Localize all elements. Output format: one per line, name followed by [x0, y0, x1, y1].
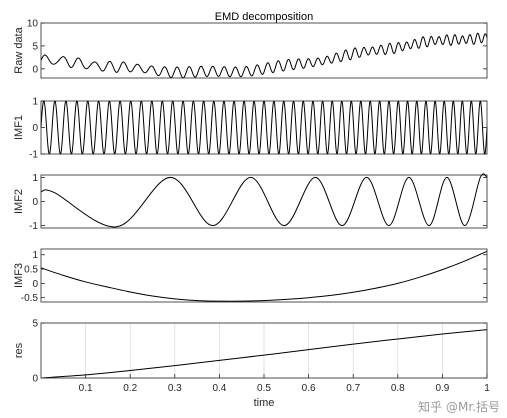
imf1-ytick-label: 0: [32, 123, 38, 134]
figure-title: EMD decomposition: [215, 11, 313, 23]
subplot-imf1: -1 0 1 IMF1: [13, 97, 488, 161]
res-xlabel: time: [254, 397, 275, 409]
raw-ytick-label: 5: [32, 41, 38, 52]
imf1-ytick-label: -1: [29, 150, 38, 161]
res-xtick-label: 0.2: [123, 383, 137, 394]
imf3-ytick-label: -0.5: [21, 293, 39, 304]
res-ytick-label: 0: [32, 374, 38, 385]
res-ytick-label: 5: [32, 319, 38, 330]
raw-axes-box: [40, 22, 488, 79]
res-xtick-label: 0.8: [391, 383, 405, 394]
res-xtick-label: 0.3: [168, 383, 182, 394]
imf3-ylabel: IMF3: [13, 263, 25, 288]
res-series-line: [40, 329, 488, 379]
imf2-ylabel: IMF2: [13, 189, 25, 214]
raw-ylabel: Raw data: [13, 26, 25, 73]
imf1-ylabel: IMF1: [13, 115, 25, 140]
imf3-ytick-label: 0: [32, 279, 38, 290]
imf2-ytick-label: 0: [32, 197, 38, 208]
imf3-series-line: [40, 250, 488, 302]
imf2-series-line: [40, 173, 488, 228]
res-xtick-label: 0.9: [435, 383, 449, 394]
imf3-ytick-label: 0.5: [24, 265, 38, 276]
imf2-ytick-label: -1: [29, 221, 38, 232]
raw-series-line: [40, 32, 488, 79]
imf2-ytick-label: 1: [32, 173, 38, 184]
subplot-imf3: -0.5 0 0.5 1 IMF3: [13, 248, 488, 304]
subplot-imf2: -1 0 1 IMF2: [13, 173, 488, 232]
watermark: 知乎 @Mr.括号: [418, 399, 500, 414]
res-xtick-label: 0.6: [302, 383, 316, 394]
res-xtick-label: 0.4: [212, 383, 226, 394]
res-xtick-label: 0.7: [346, 383, 360, 394]
res-xtick-label: 1: [484, 383, 490, 394]
imf3-axes-box: [40, 248, 488, 303]
raw-ytick-label: 0: [32, 64, 38, 75]
imf3-ytick-label: 1: [32, 250, 38, 261]
raw-ytick-label: 10: [27, 19, 39, 30]
res-xtick-label: 0.5: [257, 383, 271, 394]
res-xtick-label: 0.1: [79, 383, 93, 394]
imf1-ytick-label: 1: [32, 97, 38, 108]
res-ylabel: res: [13, 342, 25, 358]
subplot-res: 0 5 0.1 0.2 0.3 0.4 0.5 0.6 0.7 0.8 0.9 1 res time: [13, 319, 490, 410]
